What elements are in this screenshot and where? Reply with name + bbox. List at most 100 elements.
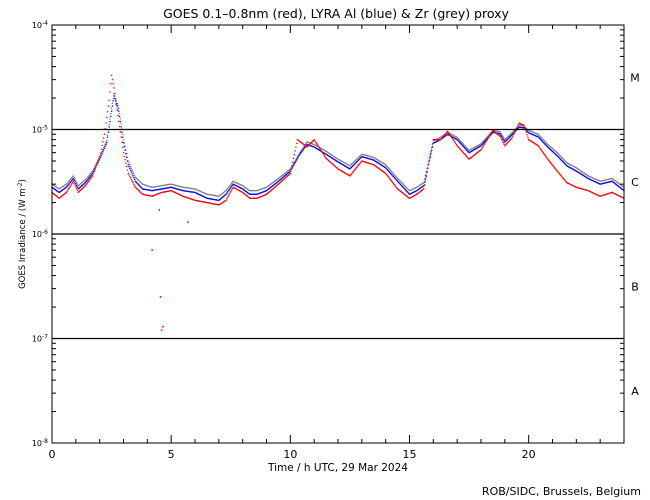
data-point bbox=[512, 133, 515, 136]
data-point bbox=[125, 162, 127, 164]
series-3 bbox=[151, 209, 189, 332]
data-point bbox=[426, 171, 428, 174]
data-point bbox=[501, 137, 504, 139]
data-point bbox=[94, 166, 97, 169]
data-point bbox=[455, 143, 458, 146]
data-point bbox=[76, 186, 79, 188]
data-point bbox=[89, 178, 91, 180]
data-point bbox=[481, 146, 484, 148]
y-tick-base: 10 bbox=[32, 335, 42, 344]
data-point bbox=[300, 151, 303, 153]
data-point bbox=[113, 95, 115, 97]
data-point bbox=[538, 146, 540, 148]
data-point bbox=[65, 191, 68, 194]
data-point bbox=[87, 177, 90, 180]
data-point bbox=[88, 176, 91, 179]
data-point bbox=[129, 169, 132, 171]
data-point bbox=[105, 122, 107, 124]
data-point bbox=[126, 169, 129, 171]
data-point bbox=[114, 98, 117, 100]
flare-class-label-a: A bbox=[631, 385, 639, 398]
data-point bbox=[85, 180, 87, 183]
x-tick-label: 15 bbox=[403, 448, 417, 461]
data-point bbox=[76, 183, 79, 185]
data-point bbox=[111, 102, 114, 105]
data-point bbox=[526, 134, 528, 136]
data-point bbox=[396, 187, 398, 189]
data-point bbox=[72, 175, 75, 177]
data-point bbox=[490, 132, 493, 134]
data-point bbox=[318, 146, 320, 148]
x-tick-label: 10 bbox=[283, 448, 297, 461]
data-point bbox=[448, 132, 450, 135]
data-point bbox=[423, 184, 426, 186]
data-point bbox=[481, 147, 483, 150]
data-point bbox=[350, 173, 353, 175]
x-axis: 0 5 10 15 20 bbox=[49, 25, 601, 461]
data-point bbox=[294, 161, 296, 164]
data-point bbox=[226, 196, 229, 199]
data-point bbox=[544, 155, 547, 157]
flare-class-label-c: C bbox=[631, 176, 639, 189]
data-point bbox=[391, 180, 393, 183]
data-point bbox=[392, 181, 394, 184]
data-point bbox=[123, 145, 126, 147]
data-point bbox=[112, 82, 114, 85]
data-point bbox=[133, 176, 135, 179]
data-point bbox=[75, 184, 78, 187]
data-point bbox=[95, 164, 98, 166]
data-point bbox=[430, 153, 432, 155]
y-tick-label: 10-5 bbox=[32, 125, 48, 135]
y-tick-exp: -6 bbox=[42, 229, 48, 236]
data-point bbox=[543, 152, 545, 155]
data-point bbox=[91, 175, 94, 177]
data-point bbox=[290, 168, 292, 171]
data-point bbox=[127, 172, 130, 175]
data-point bbox=[129, 177, 132, 179]
data-point bbox=[303, 146, 306, 149]
data-point bbox=[186, 221, 189, 223]
data-point bbox=[119, 117, 122, 120]
data-point bbox=[292, 157, 295, 160]
data-point bbox=[449, 134, 451, 136]
data-point bbox=[500, 134, 502, 136]
data-point bbox=[499, 133, 501, 135]
data-point bbox=[109, 120, 111, 123]
y-axis-label-exp: -2 bbox=[17, 182, 24, 188]
data-point bbox=[108, 99, 110, 102]
data-point bbox=[502, 138, 504, 140]
data-point bbox=[228, 189, 230, 191]
data-point bbox=[486, 138, 489, 141]
data-point bbox=[67, 187, 70, 190]
data-point bbox=[107, 105, 110, 107]
data-point bbox=[500, 137, 502, 139]
data-point bbox=[104, 145, 106, 147]
data-point bbox=[108, 126, 110, 128]
data-point bbox=[121, 146, 124, 149]
data-point bbox=[425, 174, 427, 176]
data-point bbox=[110, 110, 113, 112]
data-point bbox=[125, 152, 127, 155]
data-point bbox=[73, 179, 75, 181]
data-point bbox=[487, 137, 489, 139]
data-point bbox=[73, 182, 75, 184]
data-point bbox=[390, 179, 392, 182]
data-point bbox=[110, 112, 112, 115]
data-point bbox=[122, 138, 125, 141]
data-point bbox=[546, 157, 548, 159]
series-1 bbox=[51, 95, 625, 202]
data-point bbox=[68, 186, 71, 189]
data-point bbox=[540, 149, 543, 151]
data-point bbox=[231, 181, 234, 184]
data-point bbox=[131, 180, 133, 182]
data-point bbox=[160, 329, 163, 332]
data-point bbox=[98, 155, 101, 158]
data-point bbox=[122, 151, 125, 154]
data-point bbox=[132, 171, 134, 173]
data-point bbox=[131, 169, 133, 171]
data-point bbox=[424, 179, 427, 182]
data-point bbox=[228, 193, 230, 196]
data-point bbox=[392, 183, 395, 185]
flare-class-labels: A B C M bbox=[630, 71, 640, 398]
data-point bbox=[101, 152, 103, 155]
